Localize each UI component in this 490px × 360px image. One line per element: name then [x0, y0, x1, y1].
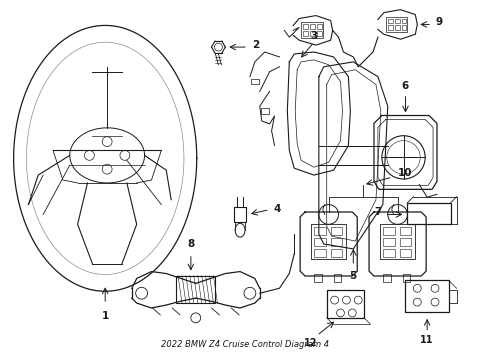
Bar [388, 26, 392, 30]
Text: 4: 4 [274, 203, 281, 213]
Bar [388, 18, 392, 23]
Bar [401, 26, 407, 30]
Bar [331, 249, 343, 257]
Text: 8: 8 [187, 239, 195, 249]
Bar [408, 203, 451, 224]
Bar [331, 238, 343, 246]
Text: 11: 11 [420, 336, 434, 346]
Bar [317, 24, 322, 30]
Text: 7: 7 [374, 207, 382, 217]
Bar [303, 24, 308, 30]
Bar [394, 18, 399, 23]
Bar [251, 78, 259, 85]
Bar [317, 31, 322, 36]
Text: 10: 10 [398, 168, 413, 178]
Bar [234, 207, 246, 222]
Bar [383, 274, 391, 282]
Bar [327, 290, 364, 318]
Text: 6: 6 [402, 81, 409, 91]
Bar [394, 26, 399, 30]
Bar [401, 18, 407, 23]
Bar [402, 274, 411, 282]
Bar [176, 275, 216, 303]
Bar [314, 274, 322, 282]
Text: 3: 3 [310, 31, 318, 41]
Text: 1: 1 [101, 311, 109, 321]
Bar [314, 249, 326, 257]
Bar [383, 238, 394, 246]
Bar [399, 249, 412, 257]
Text: 12: 12 [304, 338, 318, 348]
Text: 9: 9 [436, 18, 442, 27]
Bar [301, 22, 323, 38]
Bar [399, 227, 412, 235]
Bar [334, 274, 342, 282]
Bar [399, 238, 412, 246]
Bar [331, 227, 343, 235]
Bar [311, 224, 346, 259]
Bar [261, 108, 269, 114]
Bar [314, 238, 326, 246]
Bar [380, 224, 416, 259]
Bar [310, 24, 315, 30]
Bar [310, 31, 315, 36]
Bar [303, 31, 308, 36]
Bar [406, 280, 449, 312]
Bar [383, 227, 394, 235]
Text: 5: 5 [350, 270, 357, 280]
Bar [386, 17, 408, 32]
Bar [383, 249, 394, 257]
Bar [314, 227, 326, 235]
Text: 2022 BMW Z4 Cruise Control Diagram 4: 2022 BMW Z4 Cruise Control Diagram 4 [161, 340, 329, 349]
Text: 2: 2 [252, 40, 260, 50]
